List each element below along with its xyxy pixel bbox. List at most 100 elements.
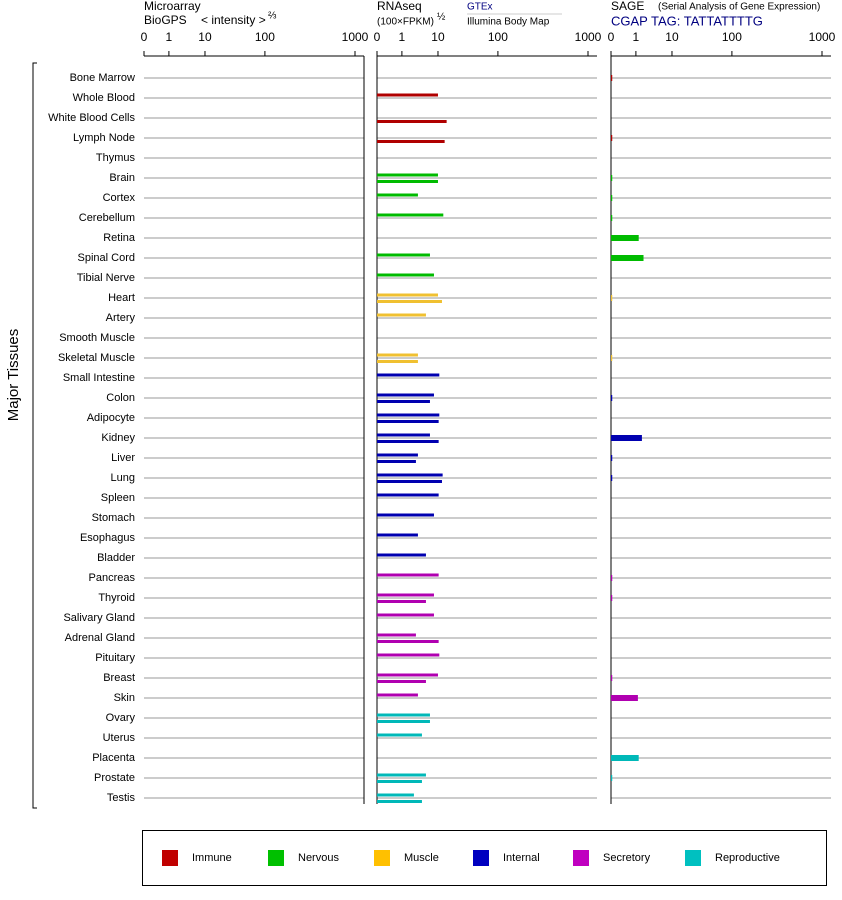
legend-swatch	[268, 850, 284, 866]
x-tick-label: 1	[399, 30, 406, 44]
bar	[611, 75, 613, 81]
panel-title: RNAseq	[377, 0, 422, 13]
exponent: ⅔	[268, 11, 277, 22]
category-label: Adrenal Gland	[65, 632, 135, 644]
category-label: Salivary Gland	[63, 612, 135, 624]
bar	[611, 135, 613, 141]
legend-label: Secretory	[603, 852, 651, 864]
bar	[611, 775, 613, 781]
bar	[377, 140, 445, 143]
category-label: Liver	[111, 452, 135, 464]
bar	[377, 453, 418, 457]
bar	[377, 213, 444, 217]
bar	[611, 675, 613, 681]
panel-subtitle: BioGPS	[144, 13, 187, 27]
bar	[377, 353, 418, 357]
legend-label: Muscle	[404, 852, 439, 864]
category-label: Lung	[111, 472, 135, 484]
bar	[377, 513, 434, 517]
bar	[377, 793, 414, 797]
x-tick-label: 1	[166, 30, 173, 44]
bar	[611, 575, 613, 581]
bar	[611, 195, 613, 201]
legend-swatch	[374, 850, 390, 866]
legend-box	[142, 830, 827, 886]
bar	[377, 173, 438, 177]
x-tick-label: 0	[608, 30, 615, 44]
axis-label: < intensity >	[201, 13, 266, 27]
bar	[611, 215, 613, 221]
bar	[377, 733, 422, 737]
bar	[377, 573, 439, 577]
panel-title: SAGE	[611, 0, 644, 13]
series-name: Illumina Body Map	[467, 17, 550, 28]
x-tick-label: 1000	[342, 30, 369, 44]
bar	[377, 673, 438, 677]
bar	[377, 360, 418, 363]
bar	[377, 533, 418, 537]
x-tick-label: 10	[198, 30, 212, 44]
x-tick-label: 100	[488, 30, 508, 44]
bar	[611, 755, 639, 761]
category-label: Spinal Cord	[78, 252, 135, 264]
panel-subtitle: CGAP TAG: TATTATTTTG	[611, 13, 763, 28]
panel-note: (Serial Analysis of Gene Expression)	[658, 2, 820, 13]
legend-label: Internal	[503, 852, 540, 864]
bar	[377, 433, 430, 437]
category-label: Kidney	[101, 432, 135, 444]
bar	[377, 680, 426, 683]
x-tick-label: 100	[722, 30, 742, 44]
bracket	[32, 62, 37, 809]
bar	[377, 293, 438, 297]
category-label: Uterus	[103, 732, 136, 744]
legend-swatch	[573, 850, 589, 866]
bar	[377, 773, 426, 777]
category-label: Esophagus	[80, 532, 136, 544]
bar	[611, 355, 613, 361]
bar	[377, 300, 442, 303]
bar	[377, 460, 416, 463]
legend-swatch	[685, 850, 701, 866]
bar	[377, 553, 426, 557]
category-label: Adipocyte	[87, 412, 135, 424]
bar	[611, 695, 638, 701]
category-label: Skeletal Muscle	[58, 352, 135, 364]
x-tick-label: 0	[374, 30, 381, 44]
bar	[611, 455, 613, 461]
y-axis-label: Major Tissues	[5, 329, 22, 422]
bar	[377, 780, 422, 783]
category-label: Artery	[106, 312, 136, 324]
category-label: Heart	[108, 292, 135, 304]
bar	[611, 475, 613, 481]
category-label: Tibial Nerve	[77, 272, 135, 284]
bar	[377, 493, 439, 497]
bar	[377, 613, 434, 617]
x-tick-label: 1000	[809, 30, 836, 44]
category-label: Bladder	[97, 552, 135, 564]
bar	[377, 180, 438, 183]
series-name: GTEx	[467, 2, 493, 13]
x-tick-label: 0	[141, 30, 148, 44]
x-tick-label: 10	[431, 30, 445, 44]
bar	[611, 255, 644, 261]
bar	[611, 435, 642, 441]
category-label: Whole Blood	[73, 92, 135, 104]
bar	[377, 273, 434, 277]
legend-swatch	[473, 850, 489, 866]
category-label: Thymus	[96, 152, 136, 164]
category-label: Spleen	[101, 492, 135, 504]
category-label: Small Intestine	[63, 372, 135, 384]
bar	[377, 440, 439, 443]
bar	[377, 393, 434, 397]
x-tick-label: 100	[255, 30, 275, 44]
category-label: Pituitary	[95, 652, 135, 664]
category-label: Testis	[107, 792, 136, 804]
bar	[377, 693, 418, 697]
legend-label: Immune	[192, 852, 232, 864]
category-label: White Blood Cells	[48, 112, 135, 124]
category-label: Breast	[103, 672, 135, 684]
legend-label: Reproductive	[715, 852, 780, 864]
category-label: Smooth Muscle	[59, 332, 135, 344]
category-label: Cortex	[103, 192, 136, 204]
